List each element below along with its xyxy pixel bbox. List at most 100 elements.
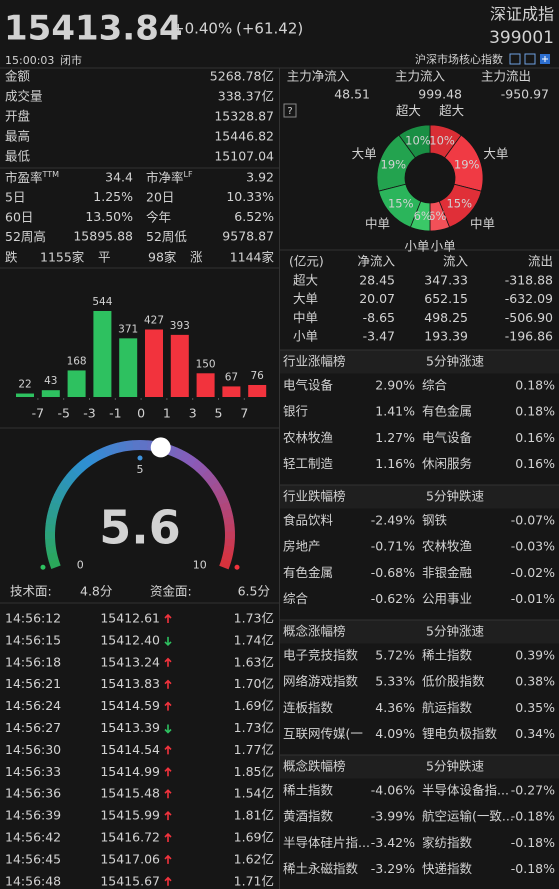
rank-pct: 0.18%	[515, 378, 555, 393]
gauge-arc	[223, 516, 235, 526]
flow-value: -950.97	[501, 87, 549, 102]
rank-name: 黄酒指数	[283, 809, 334, 824]
donut-pct: 10%	[429, 133, 455, 147]
rank-name: 稀土指数	[422, 648, 473, 663]
summary-value: 15446.82	[214, 129, 274, 144]
bar	[67, 370, 86, 397]
help-mark: ?	[287, 106, 292, 117]
tick-time: 14:56:30	[5, 742, 61, 757]
rank-pct: 0.16%	[515, 456, 555, 471]
bar	[16, 393, 34, 397]
gauge-arc	[57, 480, 71, 493]
tick-arrow	[164, 854, 172, 864]
bar	[248, 384, 267, 397]
flow-header: 流出	[528, 254, 553, 269]
edge-label: 3	[189, 406, 197, 421]
rank-name: 网络游戏指数	[283, 674, 359, 689]
stat-value: 3.92	[246, 170, 274, 185]
gauge-arc	[61, 474, 75, 487]
flow-label: 主力流入	[395, 69, 446, 84]
donut-segment	[409, 200, 431, 232]
gauge-tick	[137, 455, 143, 461]
tick-amount: 1.69亿	[234, 830, 274, 845]
gauge-arc	[205, 475, 219, 488]
tick-time: 14:56:42	[5, 830, 61, 845]
change: (+61.42)	[236, 20, 303, 38]
rank-name: 综合	[422, 378, 448, 393]
rank-name: 综合	[283, 591, 309, 606]
rank-pct: 1.27%	[375, 430, 415, 445]
stat-label-text: 60日	[5, 209, 33, 224]
rank-name: 锂电负极指数	[422, 726, 498, 741]
rank-pct: -2.49%	[371, 513, 415, 528]
donut-name: 中单	[470, 216, 495, 231]
section-speed-title: 5分钟涨速	[426, 354, 484, 369]
tick-time: 14:56:12	[5, 611, 61, 626]
tick-time: 14:56:33	[5, 764, 61, 779]
tick-time: 14:56:45	[5, 851, 61, 866]
tick-amount: 1.73亿	[234, 611, 274, 626]
gauge-arc	[173, 447, 185, 460]
gauge-arc	[210, 481, 223, 493]
help-icon[interactable]	[283, 103, 297, 118]
tick-arrow	[164, 832, 172, 842]
donut-pct: 6%	[414, 209, 432, 223]
flow-cell: -8.65	[363, 310, 395, 325]
bar-label: 168	[67, 355, 87, 367]
flow-cell: 20.07	[359, 291, 395, 306]
stat-value: 34.4	[105, 170, 133, 185]
gauge-arc	[89, 450, 101, 464]
tick-time: 14:56:24	[5, 698, 61, 713]
edge-label: -7	[32, 406, 44, 421]
tick-price: 15415.67	[100, 873, 160, 888]
flow-row-name: 中单	[293, 310, 318, 325]
bar-label: 544	[92, 296, 112, 308]
bar-label: 371	[118, 323, 138, 335]
section-header	[280, 485, 559, 509]
rank-name: 房地产	[283, 539, 321, 554]
section-speed-title: 5分钟涨速	[426, 624, 484, 639]
gauge-tick-label: 10	[193, 558, 207, 571]
rank-pct: -3.99%	[371, 809, 415, 824]
time: 15:00:03	[5, 54, 54, 67]
gauge-arc	[196, 463, 209, 477]
bar	[119, 338, 138, 397]
rank-name: 休闲服务	[422, 456, 472, 471]
tick-arrow	[164, 745, 172, 755]
gauge-arc	[213, 487, 227, 500]
stat-label-text: 5日	[5, 189, 25, 204]
tick-time: 14:56:18	[5, 654, 61, 669]
breadth-flat: 98家	[148, 250, 177, 265]
edit-icon[interactable]	[509, 53, 521, 65]
tick-amount: 1.81亿	[234, 808, 274, 823]
summary-label: 成交量	[5, 89, 43, 104]
flow-cell: -632.09	[505, 291, 553, 306]
breadth-label: 涨	[190, 250, 203, 265]
rank-name: 钢铁	[422, 513, 448, 528]
rank-pct: -0.03%	[511, 539, 555, 554]
tick-amount: 1.70亿	[234, 676, 274, 691]
edge-label: 7	[240, 406, 248, 421]
gauge-label: 技术面:	[10, 584, 52, 599]
bar-label: 43	[44, 375, 57, 387]
summary-label: 金额	[5, 69, 31, 84]
rank-name: 电子竞技指数	[283, 648, 359, 663]
gauge-arc	[224, 523, 235, 533]
bar-label: 67	[225, 371, 238, 383]
rank-name: 航空运输(一致...	[422, 809, 514, 824]
stat-label: 市净率LF	[146, 170, 193, 185]
summary-label: 最低	[5, 149, 31, 164]
gauge-arc	[201, 469, 214, 482]
bar	[222, 386, 241, 397]
rank-name: 有色金属	[283, 565, 333, 580]
gauge-arc	[124, 440, 134, 452]
share-icon[interactable]	[524, 53, 536, 65]
section-speed-title: 5分钟跌速	[426, 759, 484, 774]
stat-value: 1.25%	[93, 189, 133, 204]
donut-name: 超大	[396, 103, 421, 118]
tick-arrow	[164, 701, 172, 711]
rank-name: 快递指数	[422, 861, 473, 876]
stat-value: 10.33%	[226, 189, 274, 204]
donut-name: 中单	[365, 216, 390, 231]
flow-cell: -196.86	[505, 329, 553, 344]
